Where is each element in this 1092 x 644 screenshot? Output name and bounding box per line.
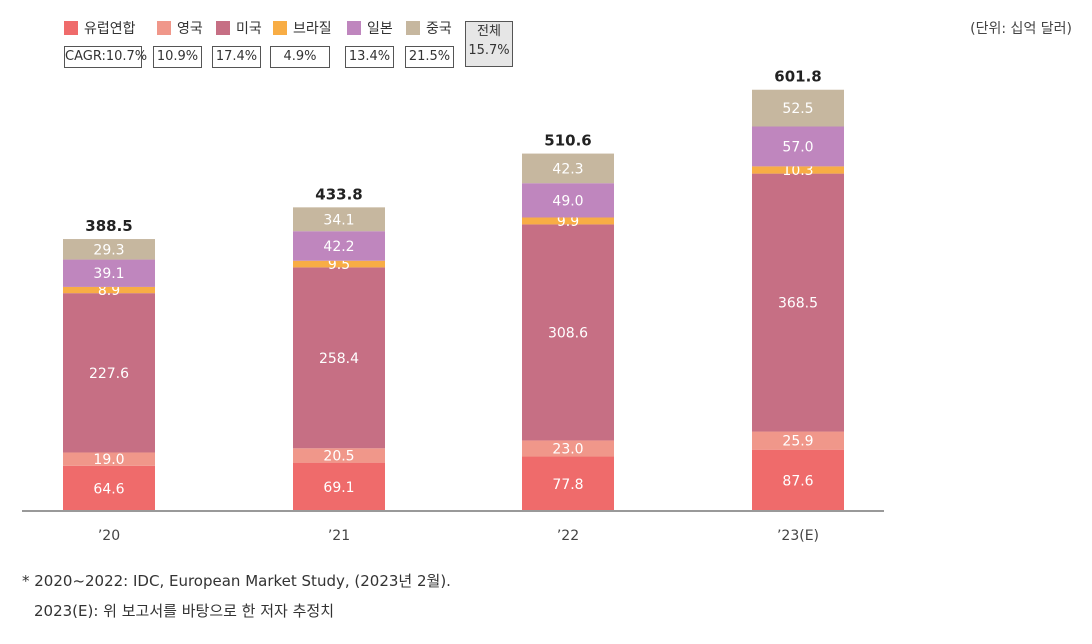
bar-segment	[522, 456, 614, 511]
legend-swatch	[157, 21, 171, 35]
legend-label: 일본	[367, 21, 393, 37]
overall-cagr-value: 15.7%	[468, 43, 510, 58]
total-label: 433.8	[315, 185, 362, 203]
data-label: 34.1	[323, 212, 354, 228]
data-label: 368.5	[778, 296, 818, 312]
legend-swatch	[406, 21, 420, 35]
unit-label: (단위: 십억 달러)	[970, 21, 1072, 37]
data-label: 19.0	[93, 452, 124, 468]
cagr-value: 13.4%	[345, 46, 394, 68]
bar-segment	[63, 465, 155, 511]
legend-swatch	[64, 21, 78, 35]
data-label: 10.3	[782, 163, 813, 179]
data-label: 29.3	[93, 242, 124, 258]
bar-segment	[522, 153, 614, 184]
data-label: 42.3	[552, 161, 583, 177]
legend-label: 유럽연합	[84, 21, 136, 37]
cagr-value: 21.5%	[405, 46, 454, 68]
x-tick-label: ’20	[98, 528, 120, 544]
legend-swatch	[216, 21, 230, 35]
legend-label: 영국	[177, 21, 203, 37]
bar-segment	[63, 286, 155, 294]
x-tick-label: ’23(E)	[777, 528, 819, 544]
data-label: 42.2	[323, 239, 354, 255]
bar-segment	[752, 126, 844, 167]
bar-segment	[752, 89, 844, 127]
data-label: 57.0	[782, 139, 813, 155]
data-label: 20.5	[323, 448, 354, 464]
data-label: 77.8	[552, 477, 583, 493]
legend-label: 브라질	[293, 21, 332, 37]
legend-item: 브라질	[273, 18, 332, 38]
bar-segment	[63, 239, 155, 260]
bar-segment	[63, 259, 155, 287]
cagr-value: 10.9%	[153, 46, 202, 68]
legend-item: 영국	[157, 18, 203, 38]
data-label: 49.0	[552, 193, 583, 209]
bar-segment	[752, 449, 844, 511]
cagr-value: CAGR:10.7%	[64, 46, 147, 68]
data-label: 8.9	[98, 283, 120, 299]
legend-item: 유럽연합	[64, 18, 136, 38]
data-label: 39.1	[93, 266, 124, 282]
data-label: 25.9	[782, 434, 813, 450]
footnote-estimate: 2023(E): 위 보고서를 바탕으로 한 저자 추정치	[34, 602, 335, 620]
bar-segment	[752, 173, 844, 432]
data-label: 9.5	[328, 257, 350, 273]
overall-cagr-label: 전체	[477, 24, 501, 39]
bar-segment	[293, 260, 385, 268]
total-label: 510.6	[544, 132, 591, 150]
bar-segment	[522, 183, 614, 218]
bar-segment	[522, 440, 614, 457]
data-label: 69.1	[323, 480, 354, 496]
legend-swatch	[347, 21, 361, 35]
bar-segment	[63, 452, 155, 466]
bar-segment	[752, 166, 844, 174]
data-label: 227.6	[89, 366, 129, 382]
legend-item: 일본	[347, 18, 393, 38]
legend-item: 미국	[216, 18, 262, 38]
bar-segment	[293, 207, 385, 232]
data-label: 64.6	[93, 481, 124, 497]
bar-segment	[63, 293, 155, 453]
data-label: 52.5	[782, 101, 813, 117]
bar-segment	[293, 448, 385, 463]
total-label: 601.8	[774, 68, 821, 86]
data-label: 9.9	[557, 214, 579, 230]
x-tick-label: ’21	[328, 528, 350, 544]
legend-label: 미국	[236, 21, 262, 37]
bar-segment	[293, 231, 385, 261]
bar-segment	[522, 217, 614, 225]
cagr-value: 4.9%	[270, 46, 330, 68]
bar-segment	[522, 224, 614, 441]
legend-label: 중국	[426, 21, 452, 37]
footnote-source: * 2020~2022: IDC, European Market Study,…	[22, 572, 451, 590]
total-label: 388.5	[85, 217, 132, 235]
data-label: 87.6	[782, 473, 813, 489]
data-label: 23.0	[552, 441, 583, 457]
bar-segment	[293, 462, 385, 511]
legend-item: 중국	[406, 18, 452, 38]
data-label: 308.6	[548, 325, 588, 341]
x-tick-label: ’22	[557, 528, 579, 544]
cagr-value: 17.4%	[212, 46, 261, 68]
bar-segment	[293, 267, 385, 449]
bar-segment	[752, 431, 844, 450]
legend-swatch	[273, 21, 287, 35]
data-label: 258.4	[319, 351, 359, 367]
overall-cagr-box: 전체 15.7%	[465, 21, 513, 67]
